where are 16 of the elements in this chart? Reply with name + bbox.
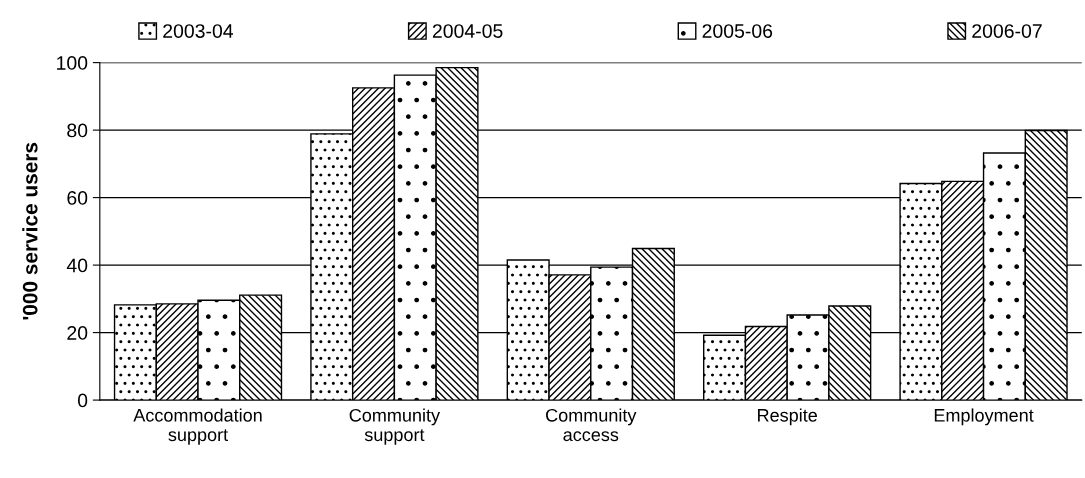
y-tick-label: 0 (77, 393, 88, 408)
y-tick-label: 40 (66, 258, 88, 273)
legend-label: 2006-07 (972, 24, 1042, 38)
y-tick-label: 60 (67, 191, 88, 205)
legend-label: 2004-05 (432, 24, 503, 38)
x-tick-label: Community support (349, 408, 441, 445)
x-tick-label: Accommodation support (133, 408, 262, 445)
x-tick-label: Respite (758, 408, 817, 426)
legend-label: 2005-06 (702, 24, 773, 38)
x-tick-label: Community access (546, 408, 637, 442)
y-tick-label: 20 (67, 326, 88, 340)
x-tick-label: Employment (934, 408, 1034, 426)
y-axis-title: '000 service users (22, 142, 38, 320)
legend-label: 2003-04 (163, 24, 234, 38)
y-tick-label: 80 (67, 123, 88, 138)
y-tick-label: 100 (57, 56, 88, 70)
